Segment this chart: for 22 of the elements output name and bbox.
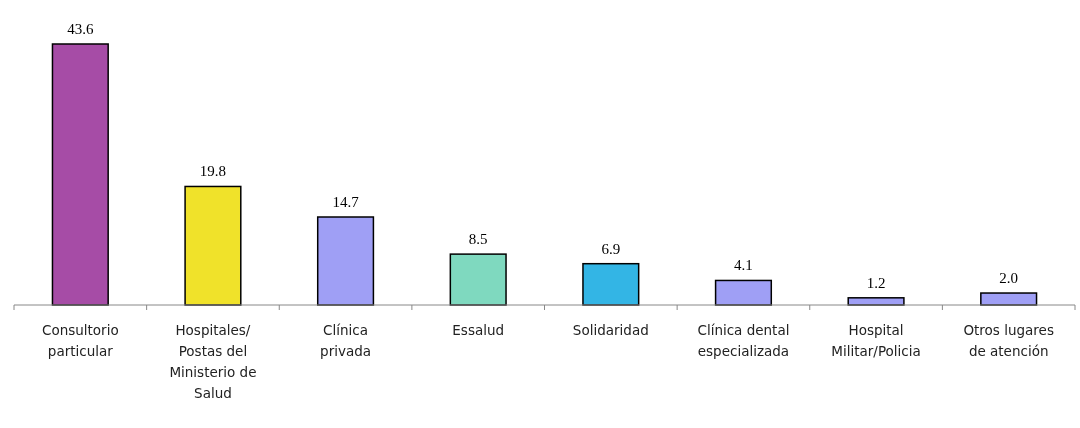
bar — [316, 216, 375, 306]
x-tick-label: Clínica privada — [320, 322, 372, 359]
x-tick-label: Hospital Militar/Policia — [831, 322, 921, 359]
x-tick-label: Otros lugares de atención — [963, 322, 1054, 359]
bar — [714, 279, 773, 306]
bar — [184, 185, 242, 306]
data-label: 8.5 — [468, 231, 488, 248]
x-tick-label: Solidaridad — [572, 322, 649, 338]
x-tick-label: Hospitales/ Postas del Ministerio de Salud — [169, 322, 257, 401]
data-label: 43.6 — [67, 21, 94, 37]
bar — [51, 43, 109, 306]
x-tick-label: Consultorio particular — [41, 322, 119, 359]
data-label: 6.9 — [601, 240, 621, 257]
data-label: 2.0 — [999, 270, 1019, 287]
data-label: 19.8 — [199, 163, 227, 180]
data-label: 14.7 — [332, 194, 360, 210]
x-tick-label: Essalud — [452, 322, 505, 338]
x-tick-label: Clínica dental especializada — [697, 322, 790, 359]
data-label: 4.1 — [734, 257, 753, 274]
bar — [582, 262, 640, 306]
data-label: 1.2 — [866, 274, 886, 291]
bar — [449, 253, 507, 306]
